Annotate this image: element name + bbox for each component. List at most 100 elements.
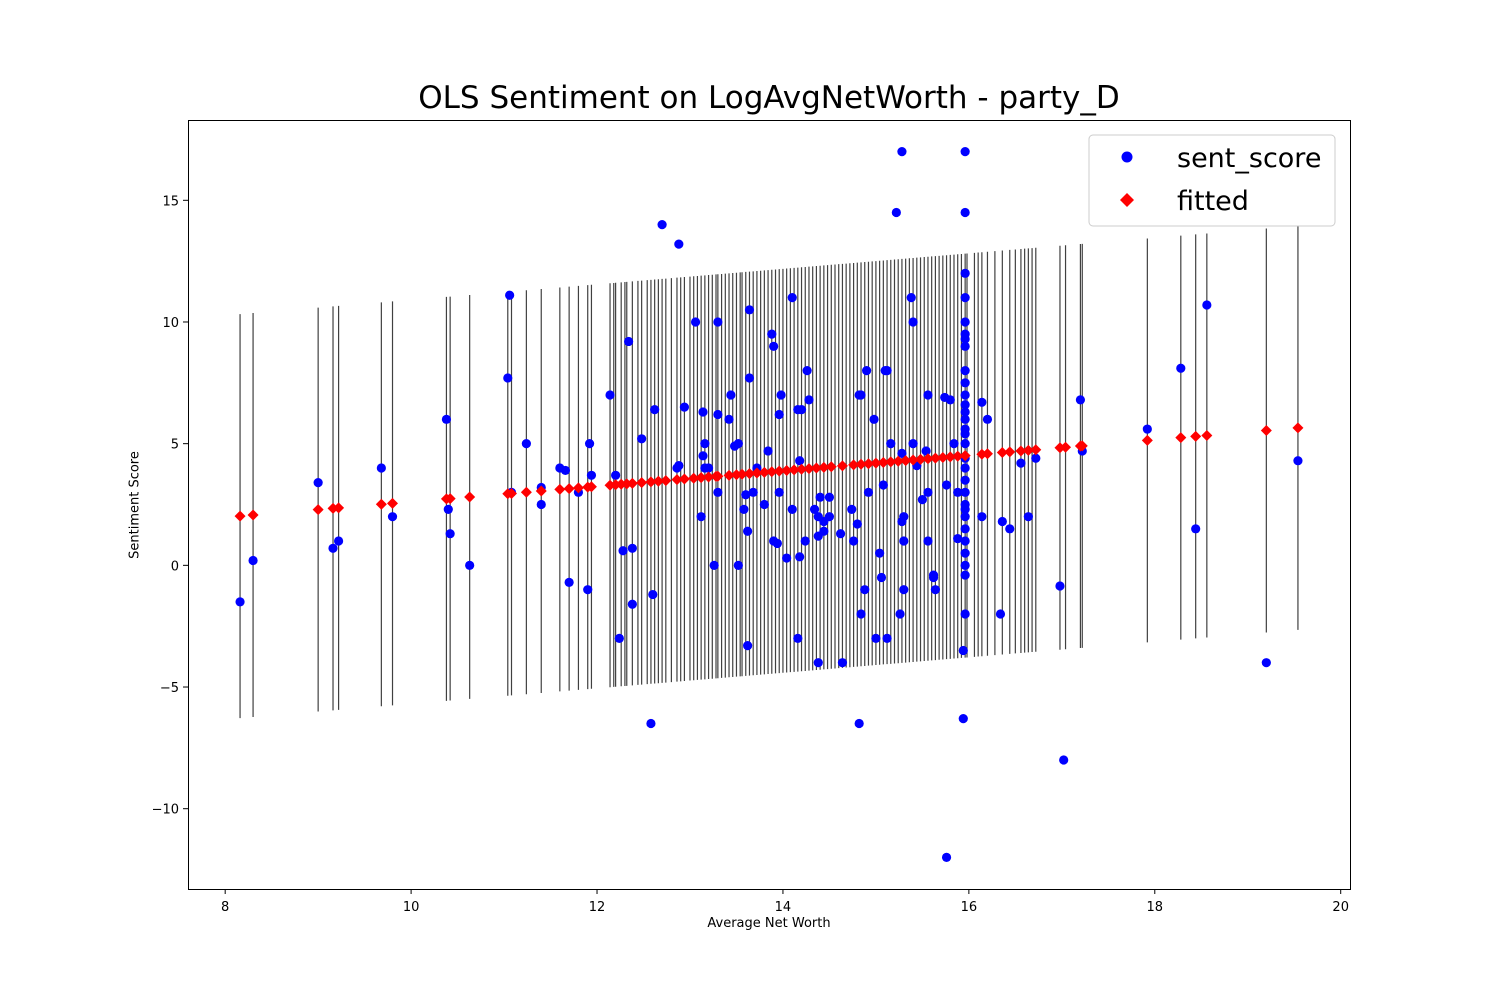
sent-score-point: [793, 633, 803, 643]
sent-score-point: [804, 395, 814, 405]
legend-fitted-marker: [1120, 193, 1134, 207]
sent-score-point: [815, 492, 825, 502]
sent-score-point: [1005, 524, 1015, 534]
fitted-point: [1004, 446, 1016, 458]
sent-score-point: [860, 585, 870, 595]
fitted-point: [585, 481, 597, 493]
sent-score-point: [837, 658, 848, 668]
x-axis-ticks: 8 10 12 14 16 18 20: [221, 889, 1349, 915]
fitted-point: [1076, 440, 1088, 452]
fitted-point: [825, 461, 837, 473]
sent-score-point: [863, 487, 874, 497]
fitted-point: [885, 456, 897, 468]
sent-score-point: [882, 633, 892, 643]
fitted-point: [959, 450, 971, 462]
sent-score-point: [248, 555, 258, 566]
sent-score-point: [958, 645, 968, 656]
sent-score-point: [713, 317, 723, 327]
fitted-point: [678, 473, 690, 485]
y-tick-label: −10: [152, 803, 179, 818]
sent-score-point: [1293, 456, 1303, 466]
sent-score-point: [744, 305, 755, 315]
sent-score-point: [698, 407, 708, 417]
sent-score-point: [313, 477, 323, 488]
fitted-point: [929, 452, 941, 464]
fitted-point: [996, 447, 1008, 459]
sent-score-point: [674, 460, 684, 471]
fitted-point: [1292, 422, 1304, 434]
sent-score-point: [856, 390, 866, 400]
sent-score-point: [748, 487, 758, 497]
sent-score-point: [960, 560, 970, 570]
sent-score-point: [835, 529, 846, 539]
fitted-point: [375, 498, 387, 510]
sent-score-point: [776, 390, 786, 400]
sent-score-point: [960, 378, 970, 388]
sent-score-point: [960, 463, 970, 473]
sent-score-point: [923, 390, 933, 400]
sent-score-point: [679, 402, 690, 412]
fitted-point: [922, 453, 934, 465]
sent-score-point: [960, 414, 970, 424]
sent-score-point: [876, 572, 887, 583]
fitted-point: [803, 463, 815, 475]
sent-score-point: [960, 536, 970, 546]
sent-score-point: [1016, 458, 1026, 468]
y-tick-label: 10: [162, 316, 179, 331]
sent-score-point: [882, 366, 892, 376]
sent-score-point: [928, 570, 939, 580]
sent-score-point: [960, 439, 970, 449]
sent-score-point: [949, 439, 959, 449]
fitted-point: [870, 457, 882, 469]
sent-score-point: [674, 239, 684, 249]
sent-score-point: [813, 658, 823, 668]
sent-score-point: [503, 373, 513, 383]
sent-score-point: [611, 470, 621, 480]
fitted-point: [952, 450, 964, 462]
fitted-point: [671, 474, 683, 486]
sent-score-point: [763, 446, 773, 456]
fitted-point: [981, 448, 993, 460]
sent-score-point: [995, 609, 1006, 619]
sent-score-point: [505, 290, 515, 300]
sent-score-point: [713, 409, 723, 420]
y-tick-label: 5: [171, 438, 179, 453]
sent-score-point: [465, 560, 475, 570]
sent-score-point: [584, 439, 595, 449]
sent-score-point: [960, 293, 970, 303]
sent-score-point: [977, 397, 987, 407]
sent-score-point: [627, 599, 637, 609]
fitted-point: [636, 477, 648, 489]
sent-score-point: [891, 207, 901, 218]
sent-score-point: [387, 512, 398, 522]
fitted-point: [1060, 441, 1072, 453]
sent-score-point: [886, 439, 896, 449]
sent-score-point: [941, 852, 952, 862]
sent-score-point: [796, 404, 807, 415]
sent-score-point: [536, 499, 546, 510]
sent-score-point: [713, 487, 723, 497]
x-tick-label: 16: [961, 900, 978, 915]
sent-score-point: [733, 439, 743, 449]
sent-score-point: [923, 536, 933, 546]
sent-score-point: [376, 463, 386, 473]
fitted-point: [234, 510, 246, 522]
sent-score-point: [769, 341, 779, 351]
sent-score-point: [782, 553, 792, 563]
fitted-point: [464, 491, 476, 503]
chart-title: OLS Sentiment on LogAvgNetWorth - party_…: [418, 80, 1120, 116]
sent-score-point: [696, 512, 706, 522]
sent-score-point: [824, 492, 835, 502]
fitted-point: [773, 465, 785, 477]
sent-score-point: [977, 512, 987, 522]
sent-score-point: [953, 533, 963, 544]
sent-score-point: [960, 524, 970, 534]
fitted-point: [535, 485, 547, 497]
sent-score-point: [960, 341, 970, 351]
sent-score-point: [953, 487, 963, 497]
fitted-point: [572, 482, 584, 494]
sent-score-point: [1176, 363, 1186, 373]
sent-score-point: [586, 470, 597, 480]
sent-score-point: [443, 504, 453, 514]
sent-score-point: [1031, 453, 1041, 463]
